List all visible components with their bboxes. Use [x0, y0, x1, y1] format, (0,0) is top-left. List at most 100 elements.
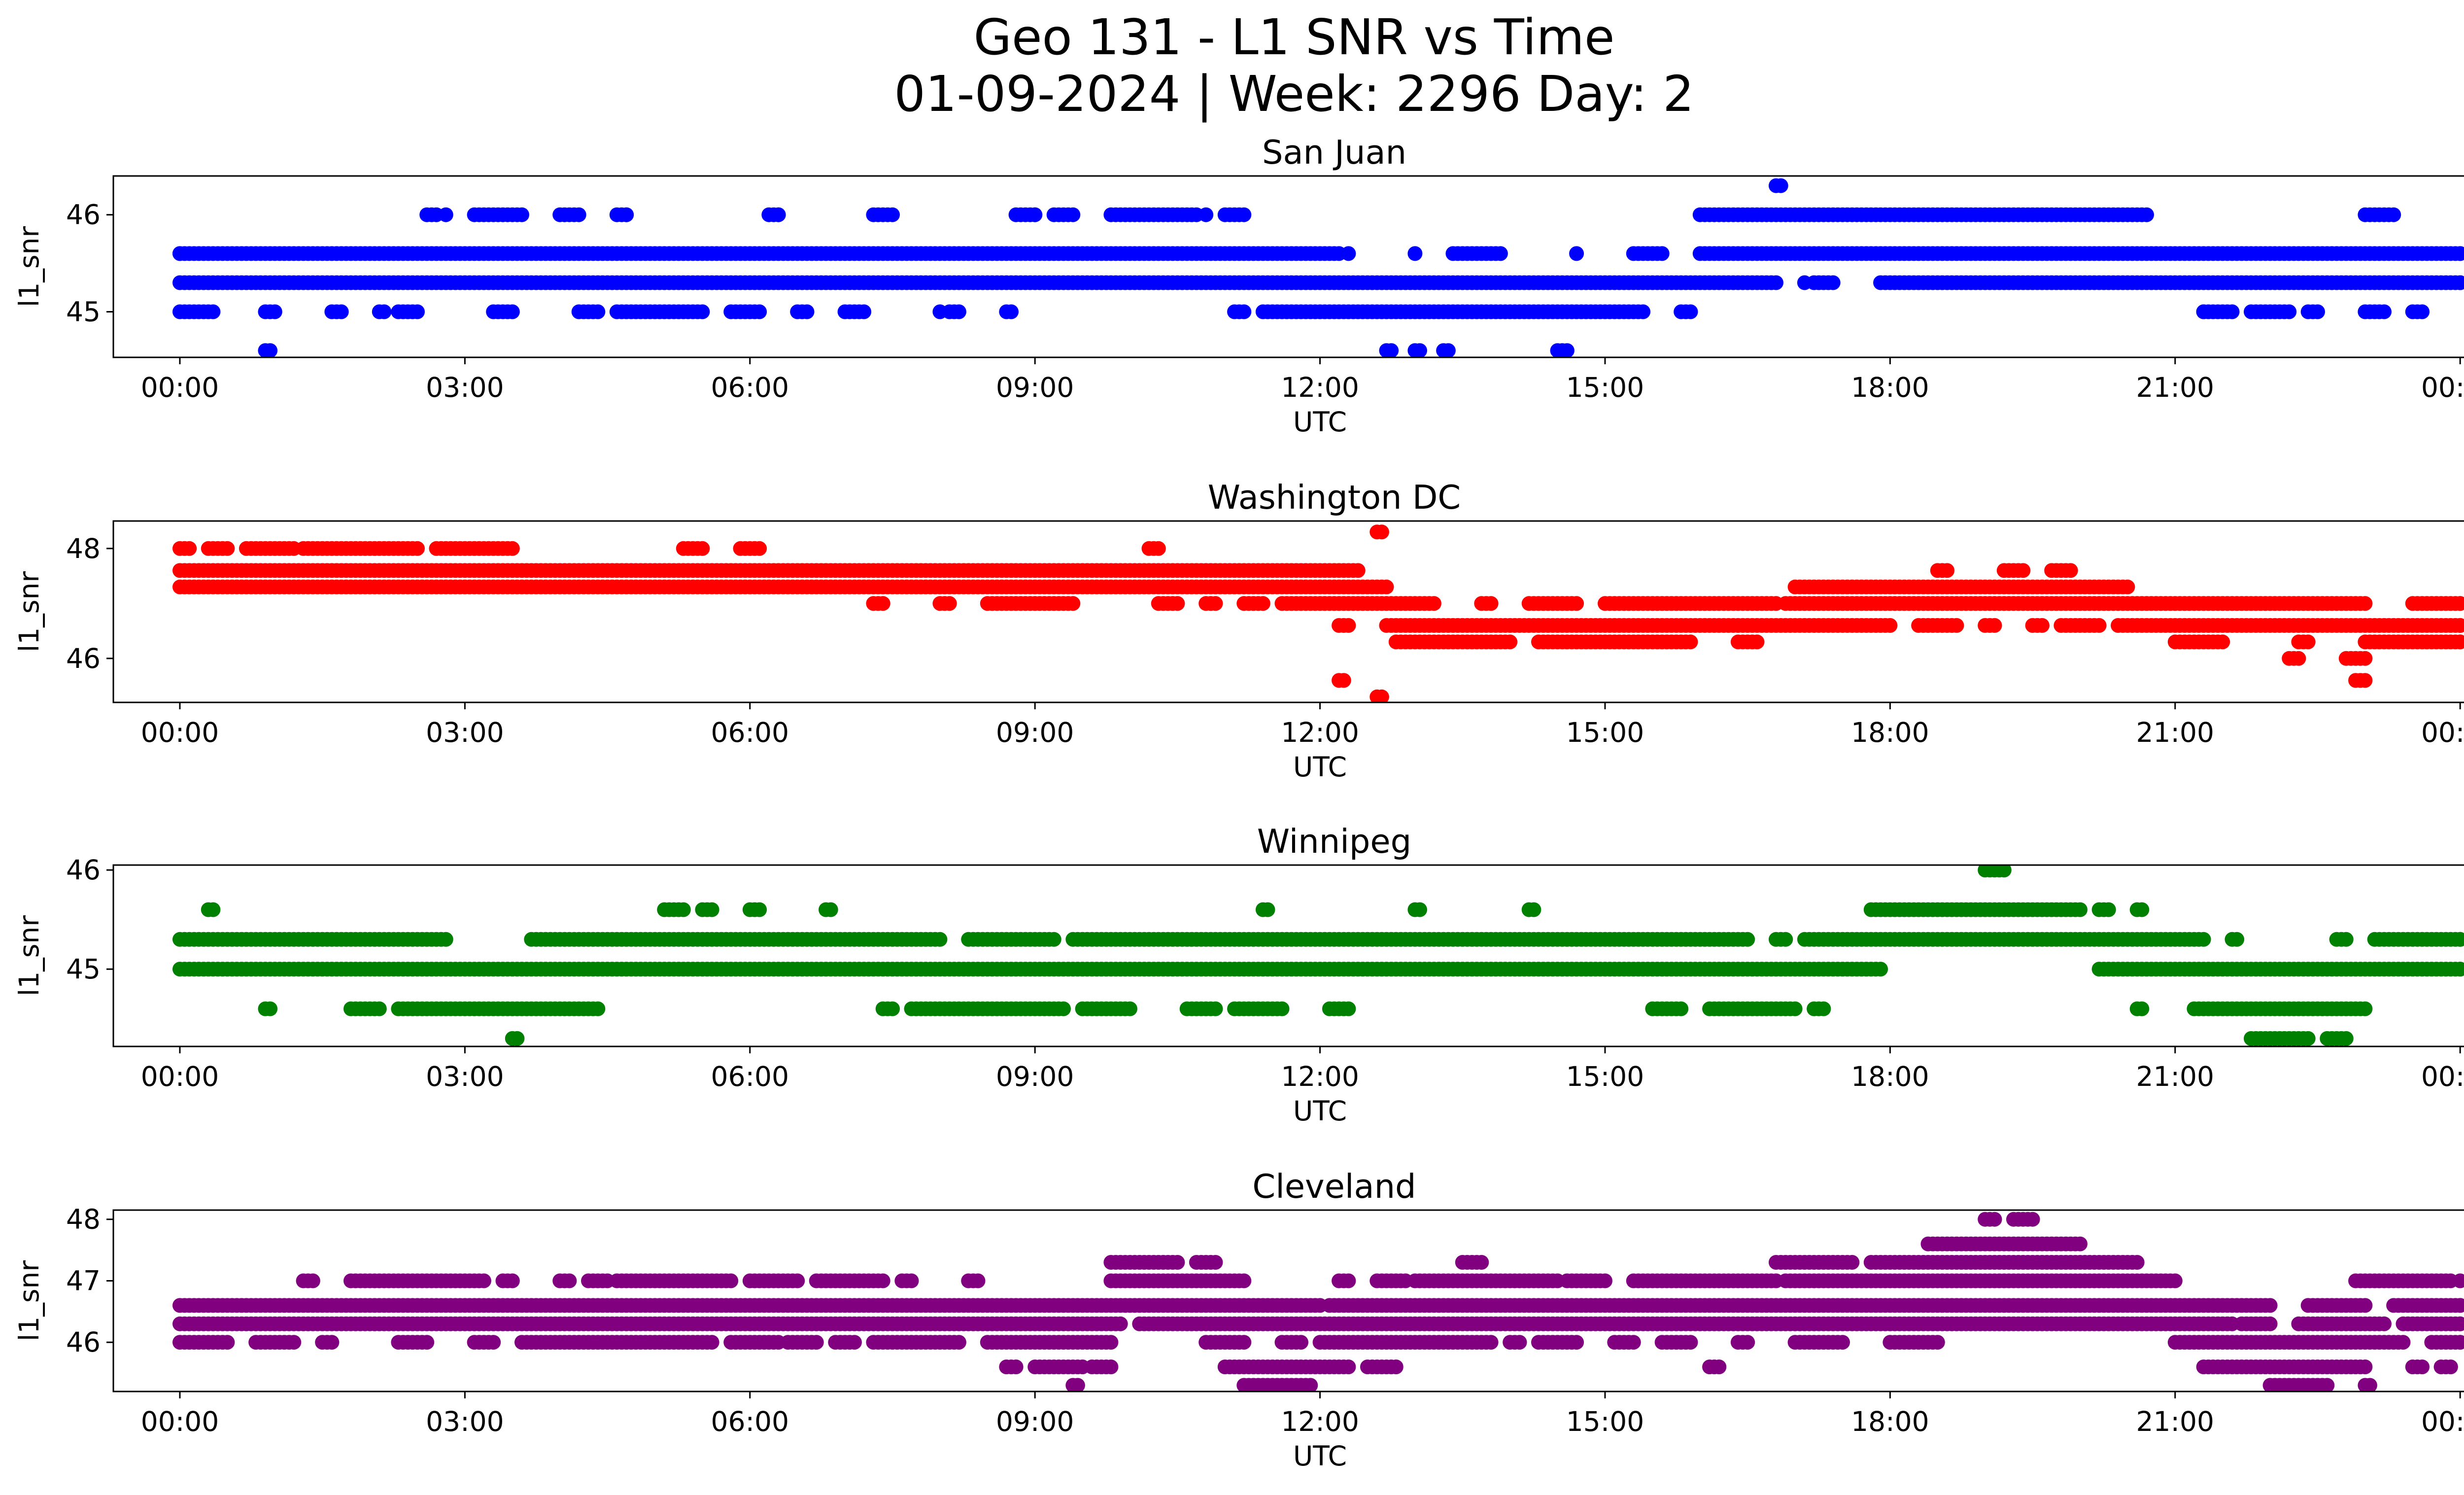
data-point [1987, 618, 2002, 633]
data-point [1341, 1273, 1356, 1288]
subplot-title: Washington DC [1208, 478, 1461, 517]
data-point [2358, 1001, 2373, 1016]
data-point [2386, 207, 2401, 222]
x-tick-label: 12:00 [1281, 717, 1359, 748]
data-point [334, 304, 349, 319]
data-point [205, 304, 221, 319]
data-point [1004, 304, 1019, 319]
data-point [505, 541, 520, 556]
data-point [2073, 902, 2088, 917]
data-point [476, 1273, 491, 1288]
data-point [1816, 1001, 1831, 1016]
data-point [1636, 304, 1651, 319]
x-axis-label: UTC [1293, 1095, 1347, 1127]
data-point [1341, 246, 1356, 261]
x-tick-label: 21:00 [2136, 717, 2215, 748]
data-point [752, 902, 767, 917]
x-tick-label: 06:00 [711, 1061, 789, 1092]
data-point [2300, 634, 2316, 650]
data-point [1274, 1001, 1290, 1016]
axes-frame [112, 864, 2464, 1047]
x-tick-label: 18:00 [1851, 372, 1929, 403]
data-point [2453, 275, 2464, 290]
subplot-title: San Juan [1262, 133, 1406, 172]
data-point [220, 541, 235, 556]
data-point [1412, 343, 1427, 357]
data-point [885, 1001, 900, 1016]
data-point [1208, 596, 1223, 611]
x-tick-label: 00:00 [141, 1061, 219, 1092]
data-point [182, 541, 197, 556]
data-point [695, 304, 710, 319]
data-point [1569, 596, 1584, 611]
data-point [1598, 1273, 1612, 1288]
data-point [904, 1273, 919, 1288]
data-point [514, 207, 529, 222]
data-point [1440, 343, 1456, 357]
data-point [752, 304, 767, 319]
data-point [2415, 304, 2430, 319]
x-tick-label: 21:00 [2136, 372, 2215, 403]
data-point [932, 932, 948, 947]
x-tick-label: 09:00 [996, 1061, 1074, 1092]
data-point [2034, 618, 2050, 633]
x-tick-label: 12:00 [1281, 372, 1359, 403]
data-point [1797, 275, 1812, 290]
data-point [438, 932, 453, 947]
data-point [2310, 304, 2325, 319]
data-point [263, 343, 278, 357]
data-point [1940, 563, 1955, 578]
subplot-title: Winnipeg [1257, 822, 1411, 861]
data-point [2073, 1236, 2088, 1252]
data-point [1379, 579, 1394, 594]
x-tick-label: 03:00 [426, 717, 504, 748]
data-point [510, 1031, 525, 1046]
data-point [410, 541, 425, 556]
x-tick-label: 00:00 [2421, 717, 2464, 748]
scatter-series [172, 1212, 2464, 1391]
data-point [2453, 618, 2464, 633]
y-tick-label: 48 [66, 533, 101, 564]
data-point [2129, 1255, 2145, 1270]
data-point [723, 1273, 739, 1288]
data-point [932, 304, 948, 319]
data-point [1198, 207, 1214, 222]
x-tick-label: 15:00 [1566, 717, 1644, 748]
data-point [376, 304, 392, 319]
data-point [562, 1273, 577, 1288]
data-point [1474, 1255, 1489, 1270]
x-axis-label: UTC [1293, 751, 1347, 783]
data-point [1882, 618, 1898, 633]
data-point [1683, 304, 1698, 319]
data-point [505, 304, 520, 319]
data-point [2291, 651, 2306, 666]
x-tick-label: 18:00 [1851, 717, 1929, 748]
data-point [2453, 962, 2464, 977]
data-point [771, 207, 786, 222]
data-point [2224, 304, 2240, 319]
y-tick-label: 46 [66, 854, 101, 886]
data-point [2134, 1001, 2150, 1016]
data-point [372, 1001, 387, 1016]
data-point [1236, 1273, 1252, 1288]
data-point [2338, 932, 2354, 947]
data-point [1493, 246, 1508, 261]
x-tick-label: 06:00 [711, 372, 789, 403]
data-point [205, 902, 221, 917]
y-axis-label: l1_snr [13, 915, 45, 996]
data-point [823, 902, 838, 917]
data-point [1483, 596, 1499, 611]
data-point [676, 902, 691, 917]
data-point [1503, 634, 1518, 650]
x-tick-label: 15:00 [1566, 1061, 1644, 1092]
data-point [1526, 902, 1541, 917]
figure-title-line-2: 01-09-2024 | Week: 2296 Day: 2 [894, 65, 1694, 123]
data-point [875, 1273, 890, 1288]
data-point [2016, 563, 2031, 578]
data-point [1384, 343, 1399, 357]
data-point [1683, 634, 1698, 650]
x-tick-label: 21:00 [2136, 1061, 2215, 1092]
